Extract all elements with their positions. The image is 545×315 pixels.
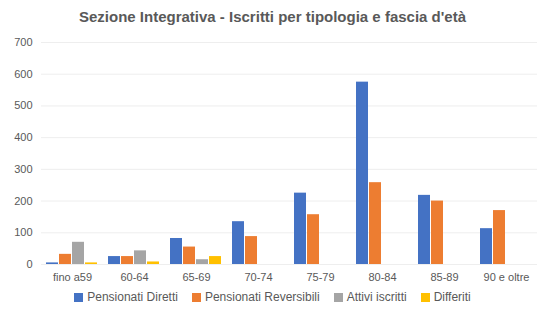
svg-text:90 e oltre: 90 e oltre	[484, 271, 530, 283]
svg-text:600: 600	[14, 68, 32, 80]
svg-text:200: 200	[14, 195, 32, 207]
html-text:Differiti: Differiti	[433, 290, 471, 304]
svg-text:85-89: 85-89	[430, 271, 458, 283]
html-text:Sezione Integrativa - Iscritti: Sezione Integrativa - Iscritti per tipol…	[79, 8, 466, 25]
svg-text:700: 700	[14, 36, 32, 48]
svg-text:100: 100	[14, 226, 32, 238]
svg-text:75-79: 75-79	[306, 271, 334, 283]
html-text:Pensionati Diretti: Pensionati Diretti	[87, 290, 178, 304]
svg-text:400: 400	[14, 131, 32, 143]
svg-text:300: 300	[14, 163, 32, 175]
svg-text:80-84: 80-84	[368, 271, 396, 283]
html-text:Attivi iscritti: Attivi iscritti	[346, 290, 407, 304]
svg-text:0: 0	[26, 258, 32, 270]
svg-text:fino a59: fino a59	[53, 271, 92, 283]
svg-text:60-64: 60-64	[120, 271, 148, 283]
svg-text:65-69: 65-69	[182, 271, 210, 283]
html-text:Pensionati Reversibili: Pensionati Reversibili	[204, 290, 320, 304]
svg-text:500: 500	[14, 99, 32, 111]
svg-text:70-74: 70-74	[244, 271, 272, 283]
